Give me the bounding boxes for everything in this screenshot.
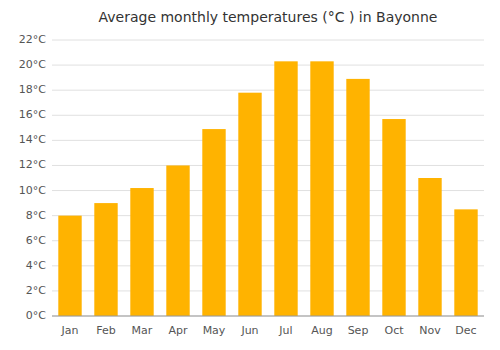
x-tick-label: Oct (384, 324, 404, 337)
x-tick-label: Apr (168, 324, 188, 337)
bar (274, 61, 297, 316)
y-tick-label: 18°C (19, 83, 46, 96)
grid-line (52, 65, 484, 66)
bars (58, 61, 477, 316)
x-tick-label: Dec (455, 324, 476, 337)
y-tick-label: 20°C (19, 58, 46, 71)
y-tick-label: 4°C (26, 259, 46, 272)
grid-line (52, 140, 484, 141)
grid-line (52, 316, 484, 317)
grid-line (52, 40, 484, 41)
y-tick-label: 16°C (19, 108, 46, 121)
y-tick-label: 10°C (19, 184, 46, 197)
x-axis-line (52, 316, 484, 317)
x-tick-label: May (203, 324, 226, 337)
grid-line (52, 165, 484, 166)
y-tick-label: 0°C (26, 309, 46, 322)
bar (418, 178, 441, 316)
bar (382, 119, 405, 316)
x-axis: Jan Feb Mar Apr May Jun Jul Aug Sep Oct Nov Dec (61, 324, 477, 337)
title: Average monthly temperatures (°C ) in Ba… (99, 9, 438, 25)
x-tick-label: Nov (419, 324, 441, 337)
bar (202, 129, 225, 316)
y-tick-label: 2°C (26, 284, 46, 297)
y-tick-label: 22°C (19, 33, 46, 46)
y-tick-label: 8°C (26, 209, 46, 222)
y-tick-label: 14°C (19, 133, 46, 146)
x-tick-label: Mar (132, 324, 153, 337)
grid-line (52, 90, 484, 91)
x-tick-label: Feb (96, 324, 115, 337)
y-tick-label: 6°C (26, 234, 46, 247)
bar (238, 93, 261, 316)
x-tick-label: Sep (348, 324, 369, 337)
bar (346, 79, 369, 316)
x-tick-label: Jan (61, 324, 79, 337)
bar (58, 216, 81, 316)
y-tick-label: 12°C (19, 158, 46, 171)
y-axis: 0°C 2°C 4°C 6°C 8°C 10°C 12°C 14°C 16°C 18°C 20°C 2… (19, 33, 46, 322)
x-tick-label: Jun (240, 324, 258, 337)
x-tick-label: Jul (278, 324, 292, 337)
bar (310, 61, 333, 316)
y-grid (52, 40, 484, 316)
chart: Average monthly temperatures (°C ) in Ba… (0, 0, 500, 350)
grid-line (52, 115, 484, 116)
bar (130, 188, 153, 316)
bar (166, 165, 189, 316)
bar (454, 209, 477, 316)
chart-container: Average monthly temperatures (°C ) in Ba… (0, 0, 500, 350)
bar (94, 203, 117, 316)
x-tick-label: Aug (311, 324, 332, 337)
